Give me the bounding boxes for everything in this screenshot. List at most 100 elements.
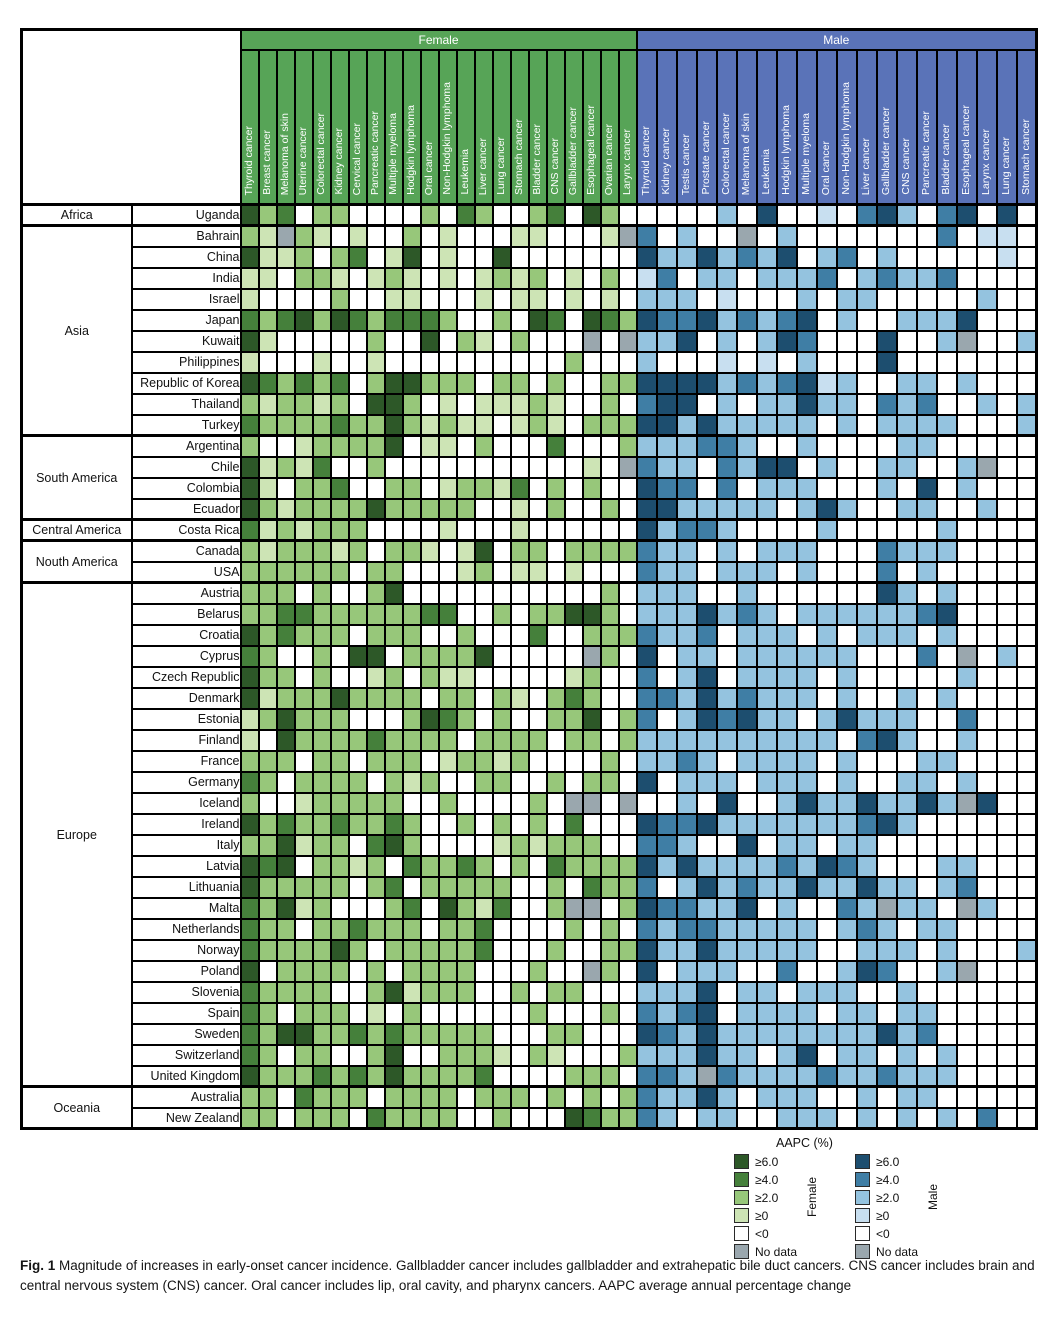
heatmap-cell <box>675 644 698 668</box>
heatmap-cell <box>755 812 778 836</box>
heatmap-cell <box>491 875 512 899</box>
heatmap-cell <box>329 455 350 479</box>
heatmap-cell <box>715 413 738 437</box>
heatmap-cell <box>563 1043 584 1067</box>
heatmap-cell <box>635 686 658 710</box>
male-column-header: Non-Hodgkin lymphoma <box>835 48 858 206</box>
heatmap-cell <box>735 833 758 857</box>
heatmap-cell <box>527 224 548 248</box>
heatmap-cell <box>617 497 638 521</box>
heatmap-cell <box>815 749 838 773</box>
heatmap-cell <box>239 434 260 458</box>
heatmap-cell <box>383 1043 404 1067</box>
heatmap-cell <box>955 308 978 332</box>
heatmap-cell <box>545 791 566 815</box>
heatmap-cell <box>293 329 314 353</box>
heatmap-cell <box>755 581 778 605</box>
heatmap-cell <box>715 287 738 311</box>
heatmap-cell <box>491 203 512 227</box>
heatmap-cell <box>895 413 918 437</box>
heatmap-cell <box>491 1001 512 1025</box>
column-header-label: Melanoma of skin <box>279 112 292 195</box>
heatmap-cell <box>329 707 350 731</box>
heatmap-cell <box>955 539 978 563</box>
heatmap-cell <box>935 1022 958 1046</box>
heatmap-cell <box>855 560 878 584</box>
heatmap-cell <box>875 1085 898 1109</box>
heatmap-cell <box>329 686 350 710</box>
heatmap-cell <box>795 581 818 605</box>
heatmap-cell <box>599 392 620 416</box>
heatmap-cell <box>275 1001 296 1025</box>
heatmap-cell <box>401 1085 422 1109</box>
country-label: Iceland <box>130 791 242 815</box>
heatmap-cell <box>755 539 778 563</box>
heatmap-cell <box>419 497 440 521</box>
female-column-header: Kidney cancer <box>329 48 350 206</box>
heatmap-cell <box>383 455 404 479</box>
heatmap-cell <box>617 308 638 332</box>
heatmap-cell <box>509 1085 530 1109</box>
heatmap-cell <box>755 959 778 983</box>
heatmap-cell <box>383 224 404 248</box>
heatmap-cell <box>293 959 314 983</box>
heatmap-cell <box>257 1001 278 1025</box>
heatmap-cell <box>875 1064 898 1088</box>
heatmap-cell <box>599 686 620 710</box>
heatmap-cell <box>755 917 778 941</box>
heatmap-cell <box>995 518 1018 542</box>
heatmap-cell <box>365 917 386 941</box>
heatmap-cell <box>563 917 584 941</box>
female-column-header: Melanoma of skin <box>275 48 296 206</box>
heatmap-cell <box>815 1001 838 1025</box>
heatmap-cell <box>1015 224 1038 248</box>
heatmap-cell <box>239 623 260 647</box>
heatmap-cell <box>735 770 758 794</box>
heatmap-cell <box>257 539 278 563</box>
heatmap-cell <box>383 203 404 227</box>
heatmap-cell <box>695 938 718 962</box>
heatmap-cell <box>617 959 638 983</box>
heatmap-cell <box>455 791 476 815</box>
heatmap-cell <box>935 476 958 500</box>
heatmap-cell <box>935 245 958 269</box>
heatmap-cell <box>975 1022 998 1046</box>
heatmap-cell <box>491 455 512 479</box>
heatmap-cell <box>473 1022 494 1046</box>
heatmap-cell <box>509 707 530 731</box>
heatmap-cell <box>995 812 1018 836</box>
heatmap-cell <box>329 917 350 941</box>
heatmap-cell <box>311 392 332 416</box>
heatmap-cell <box>895 1085 918 1109</box>
heatmap-cell <box>715 707 738 731</box>
male-column-header: Stomach cancer <box>1015 48 1038 206</box>
heatmap-cell <box>1015 434 1038 458</box>
heatmap-cell <box>437 959 458 983</box>
heatmap-cell <box>895 665 918 689</box>
heatmap-cell <box>995 980 1018 1004</box>
heatmap-cell <box>599 560 620 584</box>
heatmap-cell <box>675 917 698 941</box>
heatmap-cell <box>815 623 838 647</box>
heatmap-cell <box>855 896 878 920</box>
heatmap-cell <box>795 476 818 500</box>
heatmap-cell <box>715 917 738 941</box>
heatmap-cell <box>329 224 350 248</box>
heatmap-cell <box>835 224 858 248</box>
heatmap-cell <box>915 623 938 647</box>
heatmap-cell <box>755 770 778 794</box>
heatmap-cell <box>509 770 530 794</box>
heatmap-cell <box>257 287 278 311</box>
heatmap-cell <box>599 1022 620 1046</box>
heatmap-cell <box>257 455 278 479</box>
heatmap-cell <box>955 1022 978 1046</box>
heatmap-cell <box>491 896 512 920</box>
heatmap-cell <box>347 833 368 857</box>
heatmap-cell <box>715 350 738 374</box>
heatmap-cell <box>715 644 738 668</box>
heatmap-cell <box>347 665 368 689</box>
heatmap-cell <box>895 245 918 269</box>
heatmap-cell <box>365 1001 386 1025</box>
heatmap-cell <box>401 329 422 353</box>
heatmap-cell <box>383 245 404 269</box>
